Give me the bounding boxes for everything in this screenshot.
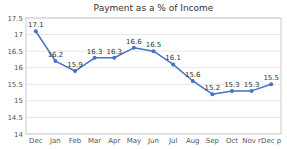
- title: Payment as a % of Income: [94, 3, 214, 13]
- x-tick-label: Mar: [88, 137, 101, 145]
- data-label: 15.2: [205, 84, 221, 92]
- data-label: 16.2: [48, 51, 64, 59]
- grid-line: [26, 67, 281, 68]
- data-label: 15.9: [67, 61, 83, 69]
- data-label: 16.5: [146, 41, 162, 49]
- marker: [250, 89, 254, 93]
- y-tick-label: 14: [14, 131, 23, 139]
- data-label: 15.3: [244, 81, 260, 89]
- y-tick-label: 16.5: [7, 48, 23, 56]
- chart: Payment as a % of Income 14 14.5 15 15.5 16 16…: [0, 0, 287, 149]
- x-tick-label: May: [127, 137, 141, 145]
- data-label: 15.3: [224, 81, 240, 89]
- chart-container: Payment as a % of Income 14 14.5 15 15.5 16 16…: [0, 0, 287, 149]
- marker: [210, 92, 214, 96]
- grid-line: [26, 84, 281, 85]
- x-tick-label: Jan: [49, 137, 61, 145]
- grid-line: [26, 100, 281, 101]
- grid-line: [26, 34, 281, 35]
- marker: [53, 59, 57, 63]
- y-tick-label: 14.5: [7, 114, 23, 122]
- marker: [152, 49, 156, 53]
- y-tick-label: 17.5: [7, 15, 23, 23]
- x-tick-label: Feb: [69, 137, 82, 145]
- y-tick-label: 15: [14, 97, 23, 105]
- data-label: 17.1: [28, 21, 44, 29]
- marker: [171, 62, 175, 66]
- data-label: 16.3: [87, 48, 103, 56]
- marker: [93, 56, 97, 60]
- marker: [191, 79, 195, 83]
- plot-frame: [26, 18, 281, 134]
- x-tick-label: Sep: [206, 137, 220, 145]
- x-tick-label: Oct: [226, 137, 238, 145]
- y-tick-label: 17: [14, 31, 23, 39]
- marker: [269, 82, 273, 86]
- y-tick-label: 15.5: [7, 81, 23, 89]
- x-tick-label: Apr: [108, 137, 120, 145]
- data-label: 16.3: [106, 48, 122, 56]
- x-tick-label: Dec p: [261, 137, 282, 145]
- marks: [34, 29, 273, 96]
- marker: [73, 69, 77, 73]
- x-tick-label: Dec: [29, 137, 43, 145]
- marker: [132, 46, 136, 50]
- data-label: 15.6: [185, 71, 201, 79]
- x-tick-label: Aug: [186, 137, 200, 145]
- data-label: 16.6: [126, 38, 142, 46]
- data-label: 15.5: [263, 74, 279, 82]
- data-label: 16.1: [165, 54, 181, 62]
- grid-line: [26, 117, 281, 118]
- x-tick-label: Jul: [168, 137, 178, 145]
- marker: [112, 56, 116, 60]
- x-tick-label: Nov r: [242, 137, 261, 145]
- marker: [34, 29, 38, 33]
- y-tick-label: 16: [14, 64, 23, 72]
- line: [36, 31, 271, 94]
- x-tick-label: Jun: [147, 137, 159, 145]
- marker: [230, 89, 234, 93]
